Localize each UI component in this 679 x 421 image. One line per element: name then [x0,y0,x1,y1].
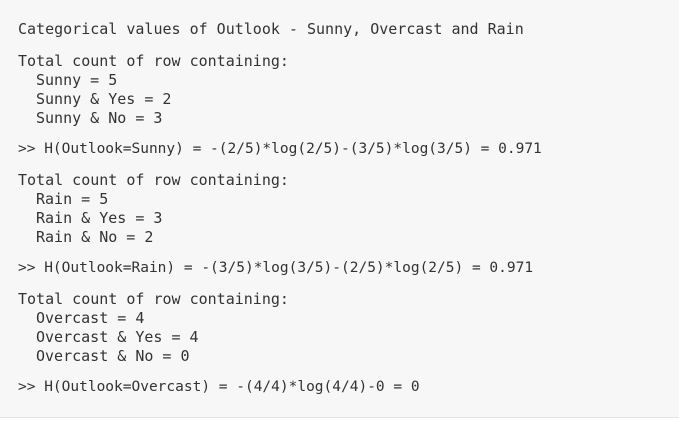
count-line: Overcast = 4 [36,309,145,327]
count-line: Rain & No = 2 [36,228,154,246]
entropy-result-rain: >> H(Outlook=Rain) = -(3/5)*log(3/5)-(2/… [18,260,534,276]
section-header-overcast: Total count of row containing: [18,290,289,308]
count-line: Rain = 5 [36,190,109,208]
count-line: Sunny = 5 [36,71,118,89]
count-line: Overcast & Yes = 4 [36,328,199,346]
block-title: Categorical values of Outlook - Sunny, O… [18,20,524,38]
count-line: Rain & Yes = 3 [36,209,163,227]
count-line: Sunny & Yes = 2 [36,90,172,108]
section-header-rain: Total count of row containing: [18,171,289,189]
section-header-sunny: Total count of row containing: [18,52,289,70]
entropy-result-sunny: >> H(Outlook=Sunny) = -(2/5)*log(2/5)-(3… [18,141,542,157]
count-line: Overcast & No = 0 [36,347,190,365]
entropy-result-overcast: >> H(Outlook=Overcast) = -(4/4)*log(4/4)… [18,379,420,395]
count-line: Sunny & No = 3 [36,109,163,127]
